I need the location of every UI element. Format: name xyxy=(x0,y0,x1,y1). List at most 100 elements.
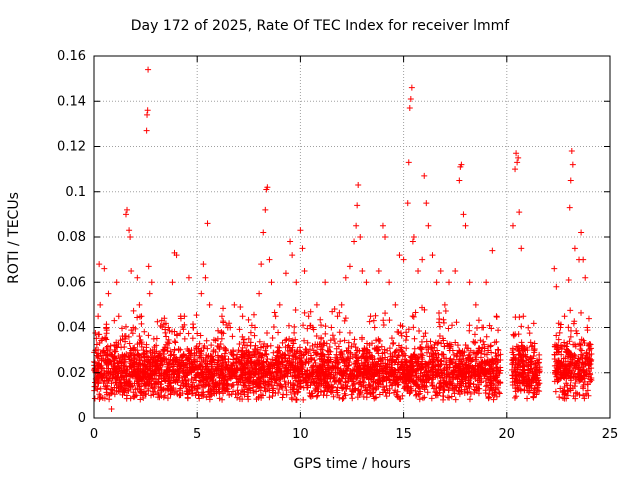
data-point-cloud xyxy=(479,367,486,374)
data-point-cloud xyxy=(129,361,136,368)
data-point-cloud xyxy=(481,371,488,378)
data-point-cloud xyxy=(423,344,430,351)
data-point-cloud xyxy=(245,396,252,403)
data-point-cloud xyxy=(404,384,411,391)
data-point xyxy=(97,301,104,308)
data-point xyxy=(512,166,519,173)
data-point-cloud xyxy=(322,384,329,391)
data-point xyxy=(101,265,108,272)
data-point xyxy=(143,127,150,134)
data-point-cloud xyxy=(398,332,405,339)
data-point-cloud xyxy=(147,350,154,357)
data-point-cloud xyxy=(558,351,565,358)
data-point-cloud xyxy=(480,370,487,377)
data-point-cloud xyxy=(494,346,501,353)
data-point-cloud xyxy=(283,367,290,374)
data-point-cloud xyxy=(530,320,537,327)
data-point-cloud xyxy=(345,339,352,346)
data-point-cloud xyxy=(297,380,304,387)
data-point-cloud xyxy=(119,391,126,398)
data-point-cloud xyxy=(160,394,167,401)
data-point-cloud xyxy=(108,389,115,396)
data-point-cloud xyxy=(353,347,360,354)
data-point-cloud xyxy=(572,380,579,387)
data-point xyxy=(452,267,459,274)
data-point xyxy=(165,324,172,331)
data-point-cloud xyxy=(462,342,469,349)
data-point-cloud xyxy=(428,344,435,351)
data-point-cloud xyxy=(159,361,166,368)
data-point-cloud xyxy=(344,365,351,372)
data-point-cloud xyxy=(263,351,270,358)
data-point-cloud xyxy=(518,342,525,349)
data-point-cloud xyxy=(98,356,105,363)
data-point-cloud xyxy=(573,327,580,334)
data-point-cloud xyxy=(422,330,429,337)
data-point-cloud xyxy=(283,336,290,343)
data-point xyxy=(287,238,294,245)
data-point-cloud xyxy=(186,352,193,359)
data-point-cloud xyxy=(526,330,533,337)
data-point-cloud xyxy=(93,374,100,381)
data-point-cloud xyxy=(452,339,459,346)
data-point-cloud xyxy=(181,374,188,381)
data-point-cloud xyxy=(119,325,126,332)
data-point-cloud xyxy=(118,362,125,369)
data-point-cloud xyxy=(421,306,428,313)
data-point-cloud xyxy=(460,352,467,359)
data-point-cloud xyxy=(224,388,231,395)
data-point-cloud xyxy=(412,387,419,394)
data-point-cloud xyxy=(417,350,424,357)
data-point xyxy=(346,263,353,270)
data-point-cloud xyxy=(565,353,572,360)
x-tick-label: 0 xyxy=(90,427,98,442)
data-point-cloud xyxy=(263,359,270,366)
data-point-cloud xyxy=(375,336,382,343)
data-point xyxy=(256,290,263,297)
data-point xyxy=(145,66,152,73)
data-point-cloud xyxy=(573,330,580,337)
data-point-cloud xyxy=(105,365,112,372)
data-point xyxy=(578,229,585,236)
data-point xyxy=(513,150,520,157)
data-point-cloud xyxy=(563,349,570,356)
data-point-cloud xyxy=(210,390,217,397)
data-point-cloud xyxy=(166,340,173,347)
data-point-cloud xyxy=(107,390,114,397)
data-point-cloud xyxy=(284,357,291,364)
data-point xyxy=(272,313,279,320)
data-point-cloud xyxy=(380,322,387,329)
data-point-cloud xyxy=(285,322,292,329)
data-point-cloud xyxy=(410,313,417,320)
data-point-cloud xyxy=(100,348,107,355)
data-point-cloud xyxy=(390,389,397,396)
data-point-cloud xyxy=(149,384,156,391)
data-point-cloud xyxy=(429,359,436,366)
data-point-cloud xyxy=(582,360,589,367)
data-point-cloud xyxy=(222,347,229,354)
data-point-cloud xyxy=(275,329,282,336)
data-point xyxy=(568,148,575,155)
data-point-cloud xyxy=(279,394,286,401)
data-point-cloud xyxy=(314,380,321,387)
data-point-cloud xyxy=(109,353,116,360)
data-point-cloud xyxy=(215,327,222,334)
data-point xyxy=(569,161,576,168)
data-point-cloud xyxy=(435,319,442,326)
data-point-cloud xyxy=(581,395,588,402)
data-point xyxy=(515,154,522,161)
data-point-cloud xyxy=(475,317,482,324)
data-point-cloud xyxy=(554,376,561,383)
data-point xyxy=(551,265,558,272)
data-point-cloud xyxy=(251,332,258,339)
data-point-cloud xyxy=(300,322,307,329)
data-point-cloud xyxy=(111,384,118,391)
data-point xyxy=(124,206,131,213)
data-point-cloud xyxy=(270,323,277,330)
data-point-cloud xyxy=(572,395,579,402)
data-point-cloud xyxy=(117,383,124,390)
data-point-cloud xyxy=(220,384,227,391)
data-point-cloud xyxy=(216,346,223,353)
data-point-cloud xyxy=(314,373,321,380)
data-point xyxy=(460,211,467,218)
